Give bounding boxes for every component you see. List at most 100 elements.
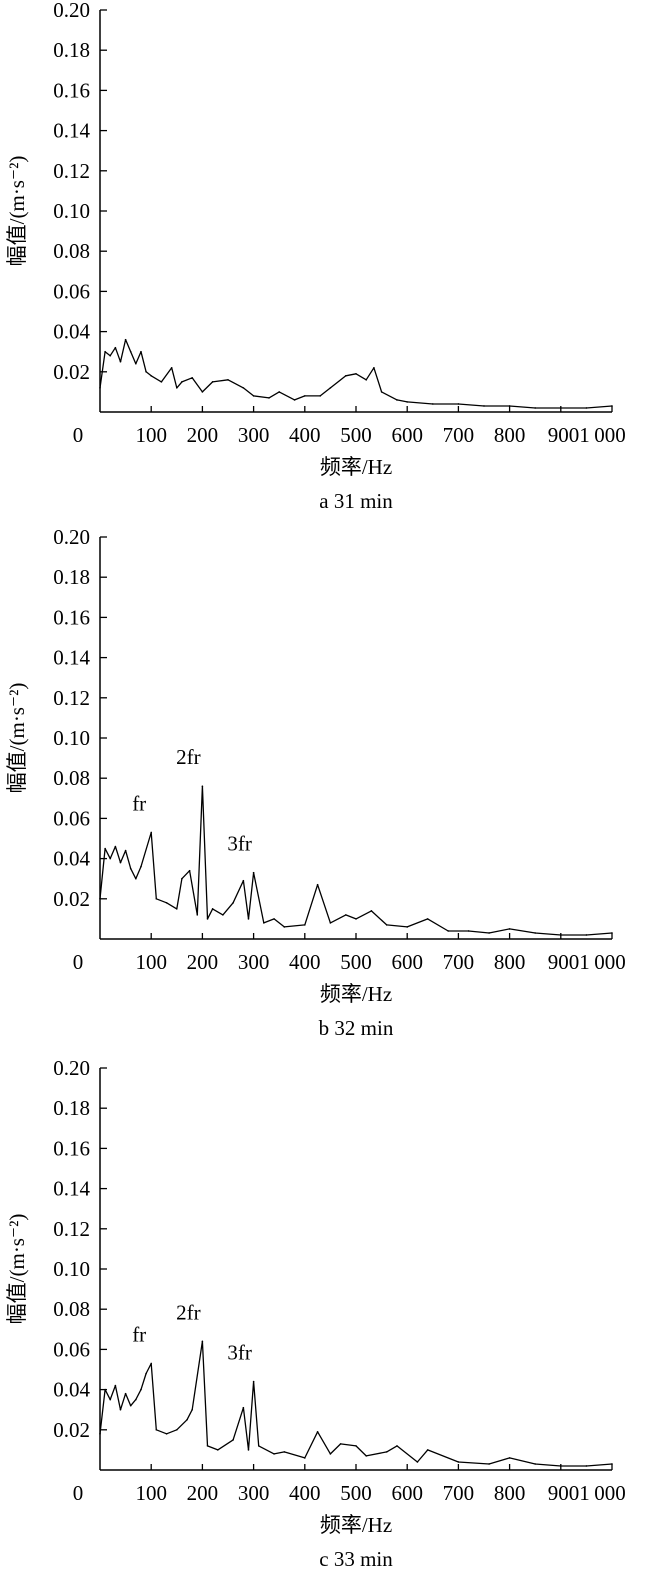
- spectrum-point: [344, 914, 347, 916]
- spectrum-point: [104, 847, 106, 850]
- spectrum-point: [211, 908, 214, 910]
- spectrum-point: [447, 930, 449, 932]
- spectrum-point: [176, 1429, 178, 1431]
- spectrum-point: [170, 366, 173, 369]
- chart-svg-c: 0.20 0.18 0.16 0.14 0.12 0.10 0.08 0.06 0.04 0.02…: [5, 1056, 626, 1571]
- spectrum-point: [232, 902, 234, 904]
- spectrum-point: [188, 869, 191, 872]
- peak-annotation: fr: [132, 791, 146, 815]
- spectrum-point: [191, 377, 193, 379]
- y-axis-label: 幅值/(m·s⁻²): [5, 156, 29, 267]
- spectrum-point: [283, 1451, 286, 1453]
- spectrum-point: [247, 918, 250, 920]
- spectrum-point: [396, 1445, 398, 1447]
- y-tick-label: 0.04: [53, 320, 90, 344]
- y-tick-label: 0.16: [53, 78, 90, 102]
- spectrum-point: [186, 1418, 188, 1421]
- spectrum-point: [457, 1461, 460, 1463]
- x-tick-label: 300: [238, 423, 270, 447]
- spectrum-point: [150, 1362, 152, 1365]
- spectrum-point: [355, 1445, 357, 1447]
- spectrum-point: [155, 1429, 158, 1431]
- spectrum-point: [99, 387, 101, 389]
- spectrum-point: [263, 922, 265, 924]
- y-tick-label: 0.02: [53, 360, 90, 384]
- spectrum-point: [119, 1408, 122, 1411]
- y-tick-label: 0.12: [53, 159, 90, 183]
- chart-panel-a: 0.20 0.18 0.16 0.14 0.12 0.10 0.08 0.06 0.04 0.02…: [0, 0, 650, 530]
- spectrum-point: [247, 1449, 250, 1451]
- spectrum-point: [140, 350, 142, 353]
- spectrum-point: [370, 910, 373, 912]
- spectrum-point: [160, 381, 163, 383]
- spectrum-point: [560, 1465, 562, 1467]
- y-tick-label: 0.04: [53, 1378, 90, 1402]
- spectrum-point: [99, 1433, 101, 1435]
- x-tick-label: 800: [494, 423, 526, 447]
- x-tick-label: 200: [187, 1481, 219, 1505]
- spectrum-point: [534, 1463, 536, 1465]
- spectrum-point: [211, 381, 214, 383]
- y-tick-label: 0.20: [53, 0, 90, 22]
- spectrum-point: [145, 371, 147, 373]
- spectrum-point: [206, 1445, 209, 1447]
- y-tick-label: 0.10: [53, 199, 90, 223]
- y-tick-label: 0.20: [53, 1056, 90, 1080]
- spectrum-point: [140, 865, 142, 868]
- x-tick-label: 300: [238, 1481, 270, 1505]
- spectrum-point: [114, 346, 117, 349]
- chart-svg-a: 0.20 0.18 0.16 0.14 0.12 0.10 0.08 0.06 0.04 0.02…: [5, 0, 626, 513]
- spectrum-point: [227, 379, 229, 381]
- x-axis-label: 频率/Hz: [320, 455, 392, 479]
- spectrum-point: [201, 391, 204, 393]
- spectrum-point: [373, 366, 375, 369]
- y-tick-label: 0.06: [53, 279, 90, 303]
- x-tick-label: 400: [289, 1481, 321, 1505]
- spectrum-point: [488, 932, 490, 934]
- spectrum-point: [316, 1431, 319, 1433]
- y-tick-label: 0.14: [53, 119, 90, 143]
- spectrum-point: [155, 898, 158, 900]
- spectrum-point: [150, 831, 152, 834]
- x-tick-label: 500: [340, 423, 372, 447]
- x-tick-label: 700: [443, 423, 475, 447]
- spectrum-point: [385, 924, 388, 926]
- spectrum-point: [339, 1443, 342, 1445]
- y-tick-label: 0.08: [53, 1297, 90, 1321]
- y-tick-label: 0.02: [53, 1418, 90, 1442]
- spectrum-point: [206, 918, 209, 920]
- peak-annotation: 3fr: [227, 832, 252, 856]
- spectrum-point: [432, 403, 434, 405]
- x-tick-label: 400: [289, 423, 321, 447]
- y-tick-label: 0.10: [53, 726, 90, 750]
- spectrum-point: [140, 1388, 142, 1391]
- y-tick-label: 0.18: [53, 1096, 90, 1120]
- chart-panel-c: 0.20 0.18 0.16 0.14 0.12 0.10 0.08 0.06 0.04 0.02…: [0, 1056, 650, 1588]
- spectrum-point: [242, 879, 245, 882]
- x-tick-label: 100: [135, 950, 167, 974]
- chart-svg-b: 0.20 0.18 0.16 0.14 0.12 0.10 0.08 0.06 0.04 0.02…: [5, 525, 626, 1040]
- spectrum-point: [119, 360, 122, 363]
- peak-annotation: 3fr: [227, 1341, 252, 1365]
- spectrum-point: [242, 1406, 245, 1409]
- x-tick-label: 400: [289, 950, 321, 974]
- spectrum-point: [176, 387, 178, 389]
- spectrum-point: [611, 405, 613, 407]
- spectrum-point: [129, 350, 132, 353]
- y-tick-label: 0.14: [53, 1177, 90, 1201]
- spectrum-point: [355, 373, 357, 375]
- spectrum-point: [278, 391, 281, 393]
- spectrum-point: [585, 407, 588, 409]
- y-tick-label: 0.16: [53, 1136, 90, 1160]
- spectrum-point: [124, 849, 127, 852]
- x-tick-label: 9001: [548, 950, 590, 974]
- x-tick-label: 000: [594, 950, 626, 974]
- x-tick-label: 9001: [548, 423, 590, 447]
- spectrum-point: [232, 1439, 234, 1441]
- x-axis-label: 频率/Hz: [320, 982, 392, 1006]
- spectrum-line: [99, 338, 613, 409]
- spectrum-point: [319, 395, 321, 397]
- spectrum-point: [268, 397, 270, 399]
- spectrum-point: [488, 1463, 490, 1465]
- spectrum-point: [273, 1453, 275, 1455]
